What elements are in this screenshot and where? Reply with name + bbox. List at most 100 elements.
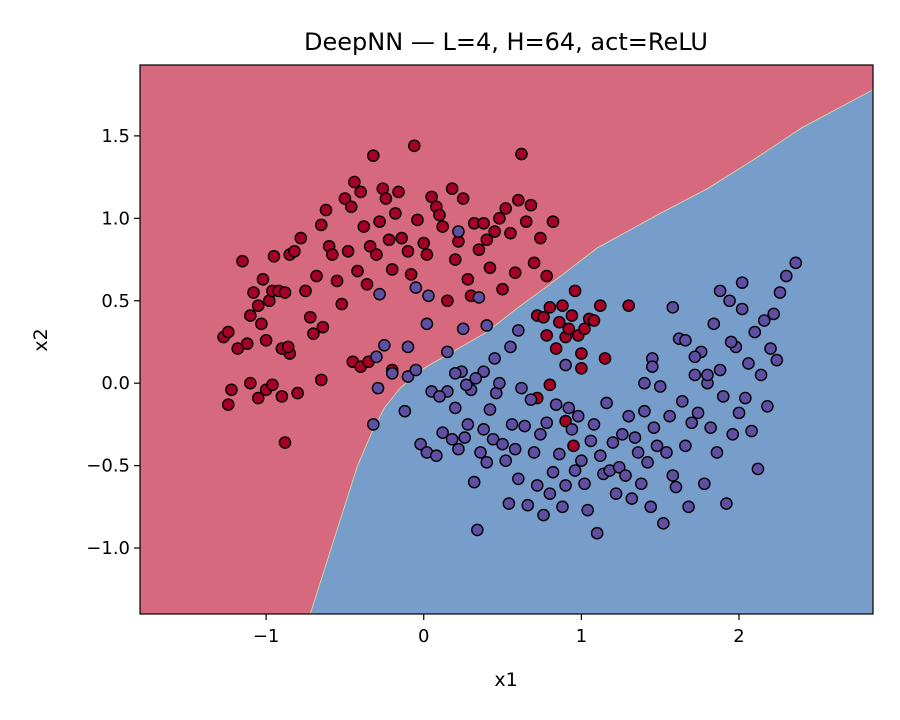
data-point-class1 [430, 449, 443, 463]
data-point-class1 [723, 294, 736, 308]
y-tick-label: −0.5 [86, 456, 130, 477]
data-point-class1 [483, 403, 497, 416]
data-point-class1 [631, 446, 645, 459]
x-axis-label: x1 [494, 669, 517, 691]
data-point-class0 [537, 310, 550, 324]
data-point-class0 [540, 269, 553, 283]
data-point-class0 [392, 185, 405, 199]
data-point-class1 [537, 508, 550, 522]
data-point-class1 [707, 317, 721, 331]
data-point-class1 [370, 350, 383, 364]
y-tick-label: 1.0 [101, 208, 130, 229]
data-point-class0 [480, 233, 494, 247]
data-point-class1 [641, 456, 654, 469]
data-point-class0 [244, 309, 257, 322]
data-point-class0 [556, 299, 569, 313]
data-point-class1 [420, 317, 434, 331]
data-point-class0 [259, 334, 273, 347]
data-point-class0 [488, 225, 501, 238]
plot-area: −1 0 1 2 1.5 1.0 0.5 0.0 −0.5 −1.0 [86, 64, 874, 647]
data-point-class1 [575, 454, 588, 467]
data-point-class1 [757, 314, 771, 327]
data-point-class0 [351, 264, 364, 278]
data-point-class0 [472, 243, 486, 256]
data-point-class0 [587, 314, 601, 327]
data-point-class0 [512, 193, 525, 207]
data-point-class0 [348, 175, 361, 189]
data-point-class1 [456, 322, 470, 336]
x-tick-label: 2 [733, 626, 744, 647]
data-point-class0 [456, 192, 470, 205]
data-point-class1 [568, 464, 582, 477]
data-point-class0 [553, 315, 566, 329]
data-point-class1 [469, 371, 483, 385]
data-point-class1 [679, 439, 692, 453]
data-point-class1 [559, 479, 572, 492]
data-point-class0 [549, 342, 563, 355]
data-point-class1 [650, 439, 664, 453]
data-point-class1 [448, 401, 462, 415]
data-point-class1 [467, 475, 481, 489]
data-point-class1 [675, 395, 689, 408]
data-point-class1 [724, 335, 738, 349]
data-point-class0 [433, 208, 446, 222]
data-point-class0 [420, 248, 434, 261]
data-point-class1 [559, 358, 572, 372]
data-point-class1 [622, 409, 635, 423]
data-point-class1 [679, 334, 692, 347]
data-point-class1 [735, 276, 749, 289]
data-point-class1 [593, 449, 607, 463]
data-point-class0 [236, 254, 249, 268]
data-point-class1 [441, 345, 454, 359]
data-point-class0 [278, 436, 292, 449]
data-point-class1 [546, 465, 560, 479]
data-point-class0 [316, 320, 330, 334]
data-point-class1 [726, 427, 740, 441]
data-point-class1 [612, 460, 626, 474]
data-point-class0 [330, 274, 344, 288]
y-tick-label: 0.5 [101, 291, 130, 312]
x-tick-label: 0 [418, 626, 429, 647]
data-point-class0 [461, 273, 475, 286]
y-tick-label: −1.0 [86, 538, 130, 559]
data-point-class0 [401, 244, 415, 258]
data-point-class0 [314, 218, 328, 232]
data-point-class1 [625, 492, 639, 505]
data-point-class0 [562, 322, 576, 336]
data-point-class0 [338, 192, 352, 205]
data-point-class0 [326, 248, 339, 261]
data-point-class1 [452, 225, 465, 238]
data-point-class1 [739, 391, 752, 405]
data-point-class1 [527, 446, 541, 459]
data-point-class1 [764, 342, 777, 355]
data-point-class0 [319, 203, 333, 217]
data-point-class1 [458, 431, 472, 444]
data-point-class0 [598, 352, 612, 365]
data-point-class1 [477, 365, 490, 378]
data-point-class0 [379, 192, 393, 205]
data-point-class1 [587, 418, 601, 431]
data-point-class1 [647, 421, 661, 435]
data-point-class1 [565, 423, 579, 436]
data-point-class1 [385, 366, 399, 380]
data-point-class1 [549, 398, 563, 411]
data-point-class0 [291, 386, 304, 400]
data-point-class0 [441, 294, 454, 308]
data-point-class0 [373, 215, 386, 228]
data-point-class1 [504, 340, 517, 354]
data-point-class1 [688, 368, 702, 382]
data-point-class1 [499, 454, 513, 467]
decision-region-class0 [140, 65, 873, 614]
data-point-class0 [385, 263, 399, 276]
data-point-class0 [445, 182, 459, 195]
data-point-class1 [742, 357, 755, 370]
data-point-class0 [565, 309, 579, 322]
data-point-class1 [414, 437, 427, 451]
data-point-class0 [411, 213, 424, 227]
data-point-class0 [366, 149, 380, 162]
data-point-class1 [789, 256, 803, 270]
data-point-class1 [496, 437, 509, 451]
data-point-class0 [496, 282, 509, 296]
data-point-class0 [299, 284, 312, 298]
